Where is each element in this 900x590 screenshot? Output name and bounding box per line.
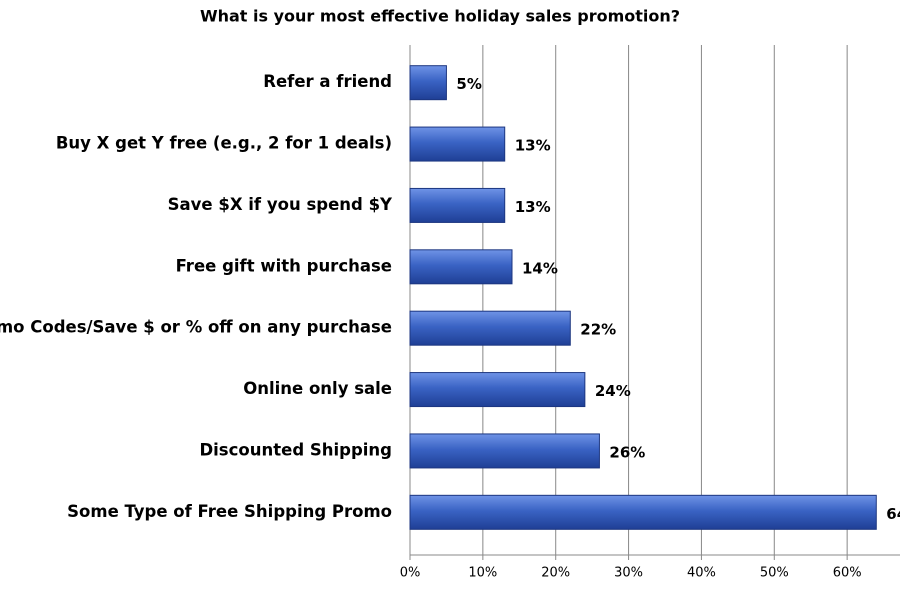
bar [409,249,513,285]
bar [409,65,447,101]
chart-title: What is your most effective holiday sale… [200,7,680,26]
x-tick-label: 20% [541,566,570,581]
category-label: Buy X get Y free (e.g., 2 for 1 deals) [56,134,392,153]
category-label: Some Type of Free Shipping Promo [67,502,392,521]
x-tick-label: 0% [400,566,421,581]
bar [409,126,506,162]
x-tick-label: 60% [833,566,862,581]
value-label: 64% [886,505,900,523]
value-label: 22% [580,321,616,339]
category-label: Online only sale [243,379,392,398]
x-tick-label: 50% [760,566,789,581]
value-label: 14% [522,259,558,277]
bar [409,494,877,530]
value-label: 24% [595,382,631,400]
bar [409,372,586,408]
category-label: Save $X if you spend $Y [168,195,393,214]
category-label: Discounted Shipping [199,440,392,459]
category-label: Refer a friend [263,72,392,91]
value-label: 13% [515,137,551,155]
x-tick-label: 10% [468,566,497,581]
bar [409,310,571,346]
bar [409,187,506,223]
value-label: 5% [456,75,481,93]
value-label: 26% [609,443,645,461]
value-label: 13% [515,198,551,216]
bar [409,433,600,469]
x-tick-label: 40% [687,566,716,581]
category-label: Promo Codes/Save $ or % off on any purch… [0,318,392,337]
category-label: Free gift with purchase [176,256,392,275]
x-tick-label: 30% [614,566,643,581]
